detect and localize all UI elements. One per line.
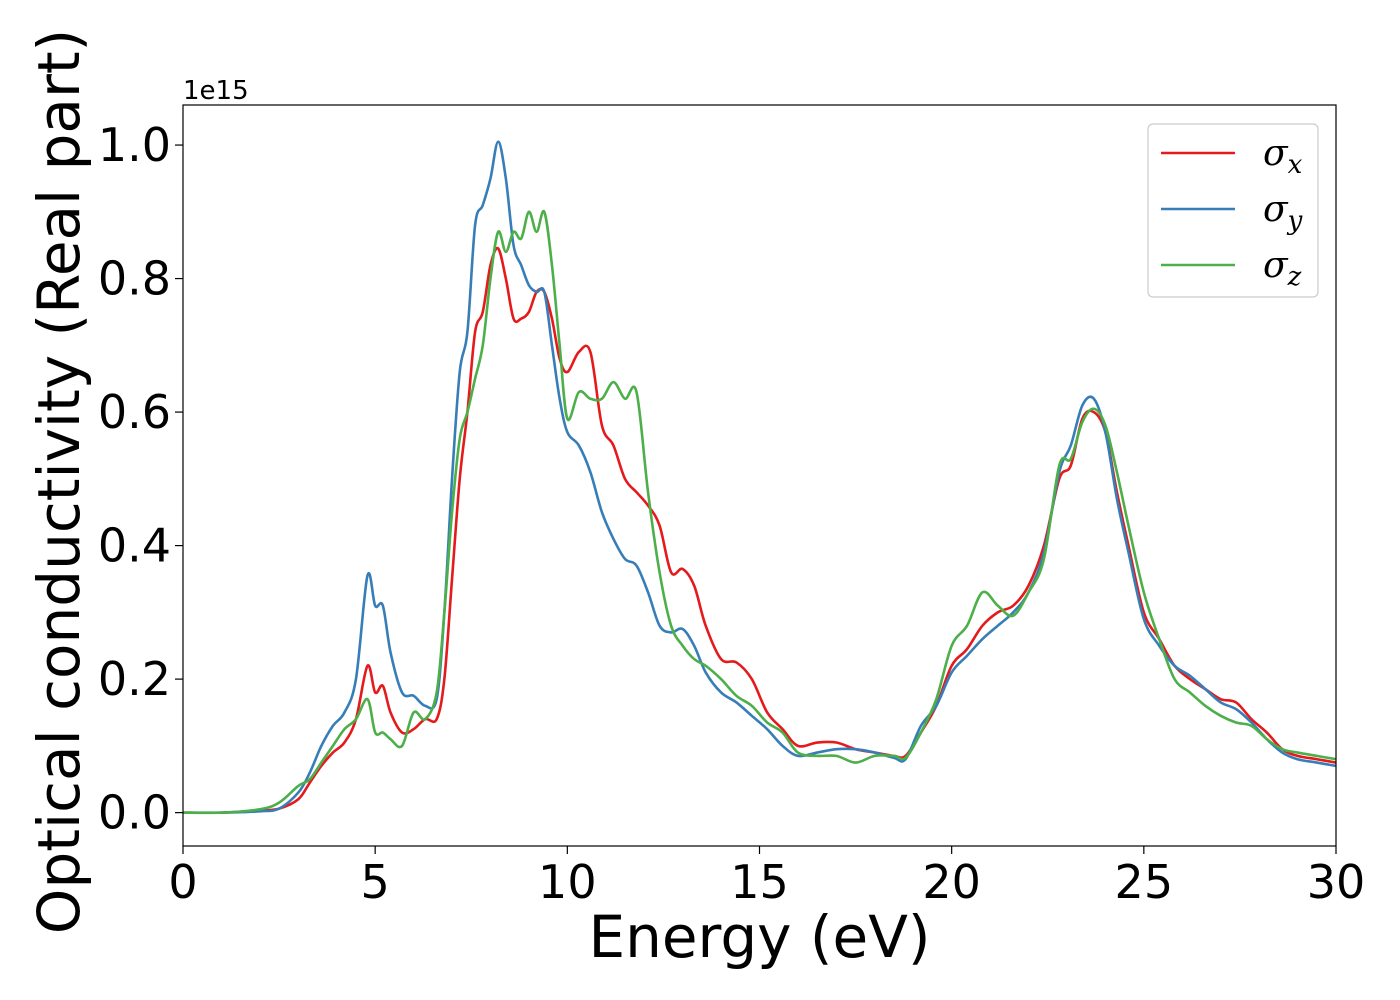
x-tick-label: 15	[730, 855, 789, 909]
x-axis-ticks: 0 5 10 15 20 25 30	[168, 846, 1365, 909]
x-tick-label: 25	[1115, 855, 1174, 909]
x-tick-label: 0	[168, 855, 197, 909]
series-line-x	[183, 246, 1336, 815]
legend-label-z: σz	[1263, 245, 1302, 292]
y-axis-label: Optical conductivity (Real part)	[25, 29, 93, 934]
legend-box	[1147, 123, 1319, 298]
y-tick-label: 0.6	[98, 385, 171, 439]
series-line-z	[183, 209, 1336, 815]
legend-label-y: σy	[1263, 189, 1303, 236]
y-tick-label: 0.2	[98, 652, 171, 706]
legend-label-x: σx	[1263, 133, 1303, 180]
y-tick-label: 1.0	[98, 118, 171, 172]
series-line-y	[183, 140, 1336, 815]
y-axis-ticks: 0.0 0.2 0.4 0.6 0.8 1.0	[98, 118, 183, 840]
y-tick-label: 0.0	[98, 786, 171, 840]
plot-lines	[183, 140, 1336, 815]
x-tick-label: 10	[538, 855, 597, 909]
x-tick-label: 5	[361, 855, 390, 909]
x-axis-label: Energy (eV)	[588, 903, 930, 971]
x-tick-label: 30	[1307, 855, 1366, 909]
y-tick-label: 0.8	[98, 252, 171, 306]
y-axis-offset-label: 1e15	[183, 76, 249, 106]
x-tick-label: 20	[922, 855, 981, 909]
legend: σx σy σz	[1147, 123, 1319, 298]
y-tick-label: 0.4	[98, 519, 171, 573]
